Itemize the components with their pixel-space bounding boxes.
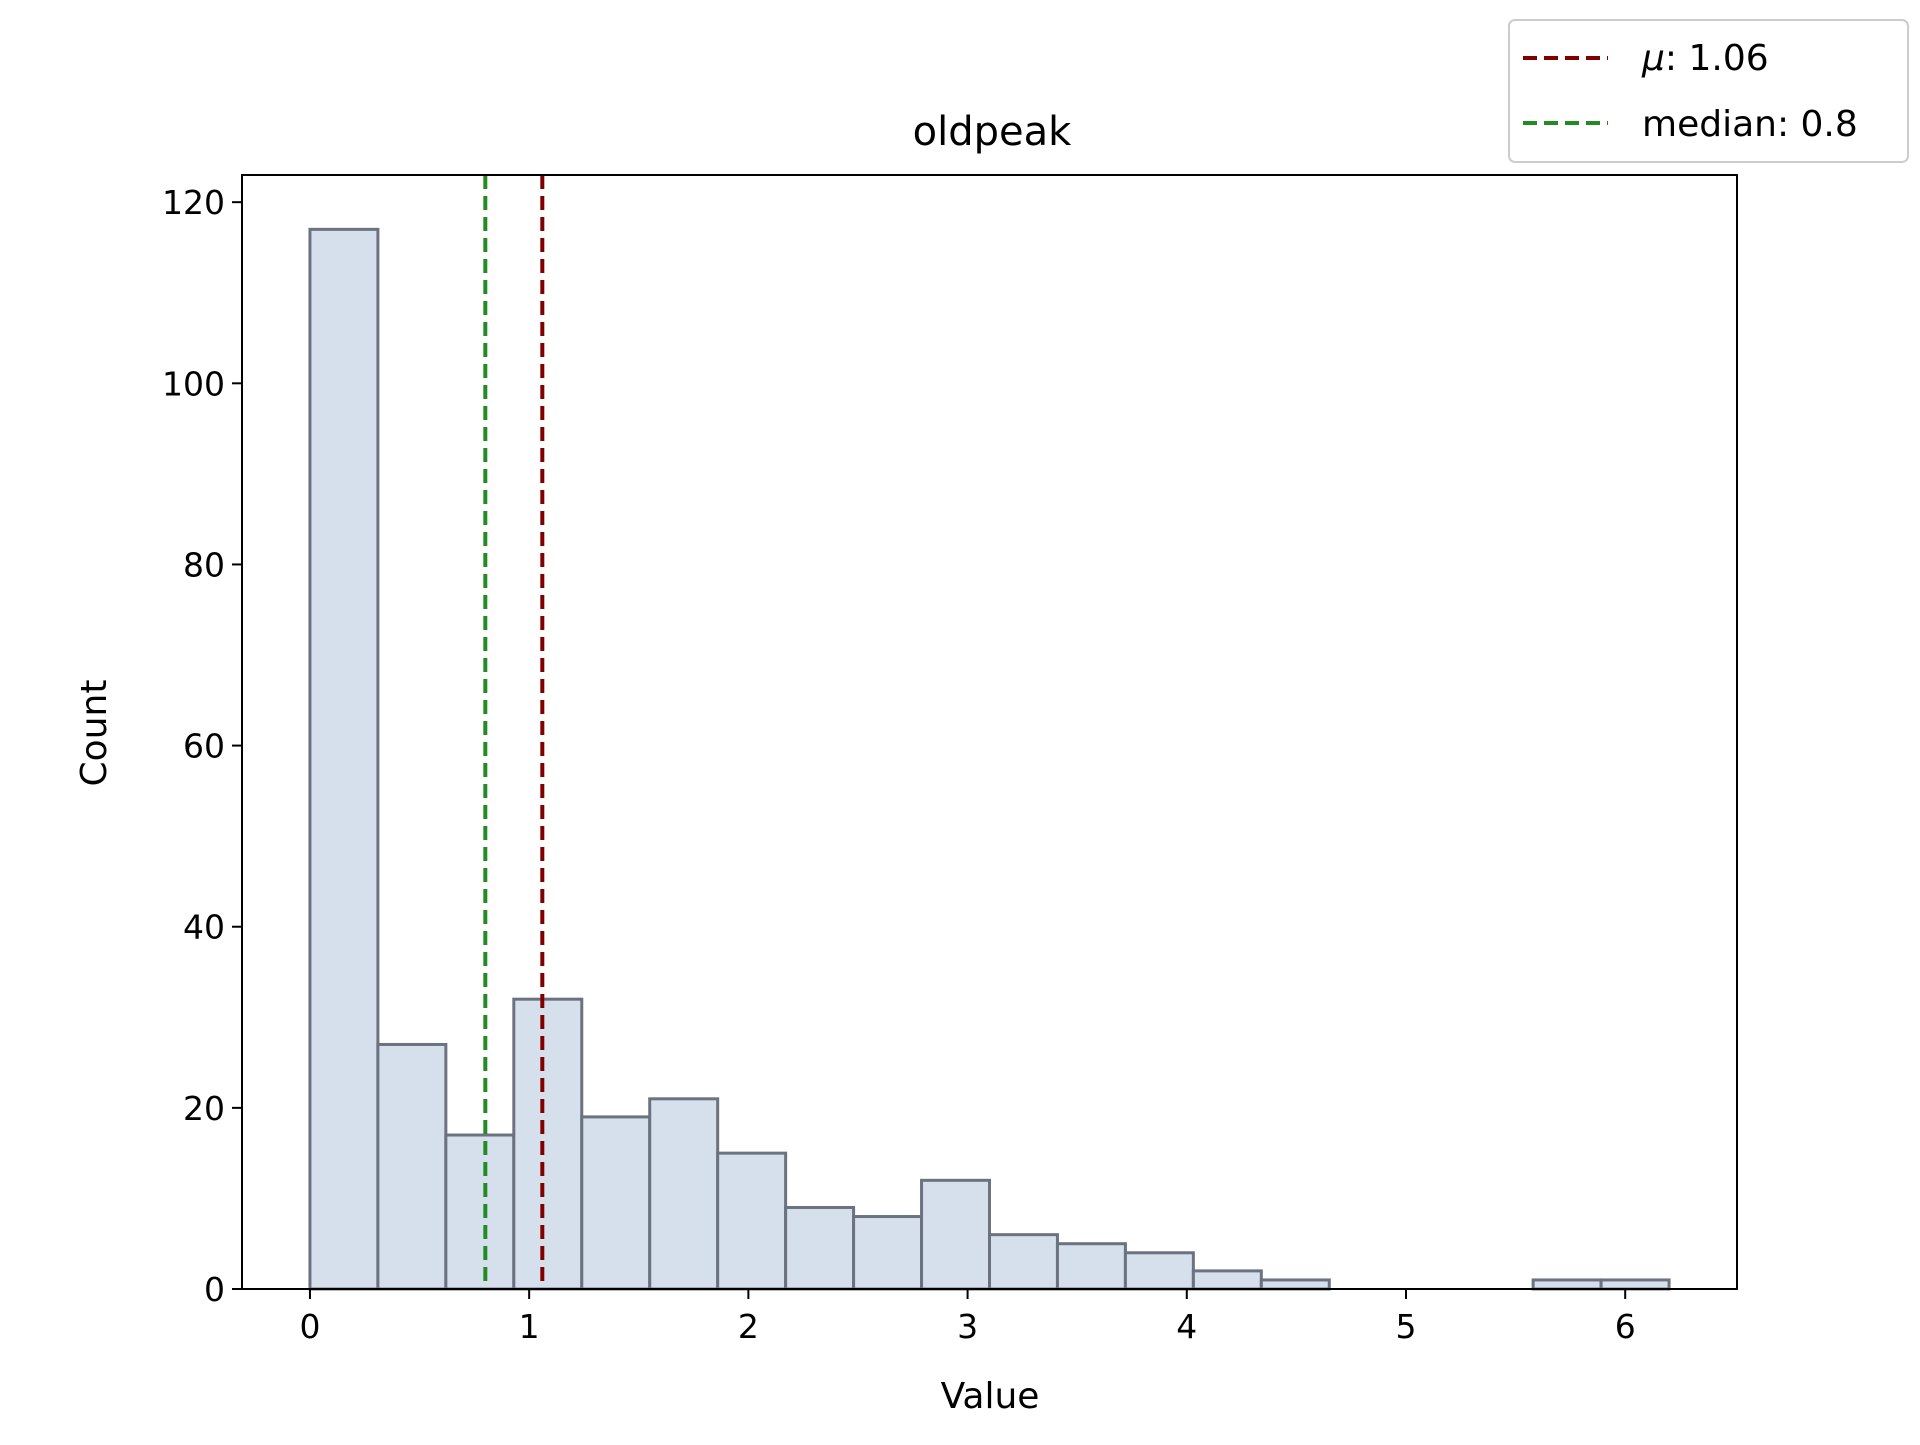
histogram-bar-2 <box>444 1133 516 1291</box>
x-tick-label-2: 2 <box>738 1307 759 1346</box>
x-tick-label-4: 4 <box>1176 1307 1197 1346</box>
legend-frame <box>1508 19 1909 163</box>
y-tick-label-40: 40 <box>183 908 225 947</box>
x-tick-label-1: 1 <box>519 1307 540 1346</box>
histogram-bar-14 <box>1259 1278 1331 1291</box>
histogram-bar-0 <box>308 227 380 1291</box>
histogram-bar-6 <box>716 1151 788 1291</box>
histogram-bar-11 <box>1055 1242 1127 1291</box>
reference-lines-layer <box>483 175 545 1289</box>
y-tick-label-120: 120 <box>162 183 225 222</box>
histogram-bar-7 <box>784 1205 856 1291</box>
histogram-bar-18 <box>1531 1278 1603 1291</box>
legend-label-median: median: 0.8 <box>1642 104 1858 145</box>
histogram-bar-12 <box>1123 1251 1195 1291</box>
plot-frame <box>241 174 1738 1290</box>
bars-layer <box>308 227 1671 1291</box>
legend-label-mean: μ: 1.06 <box>1641 38 1769 79</box>
histogram-bar-5 <box>648 1097 720 1291</box>
histogram-bar-8 <box>852 1215 924 1291</box>
x-tick-label-6: 6 <box>1615 1307 1636 1346</box>
x-tick-label-3: 3 <box>957 1307 978 1346</box>
histogram-bar-10 <box>988 1233 1059 1291</box>
chart-title: oldpeak <box>913 109 1072 155</box>
histogram-bar-13 <box>1191 1269 1263 1291</box>
x-tick-label-5: 5 <box>1395 1307 1416 1346</box>
y-tick-label-0: 0 <box>204 1270 225 1309</box>
x-axis-ticks: 0 1 2 3 4 5 6 <box>299 1289 1636 1346</box>
y-tick-label-20: 20 <box>183 1089 225 1128</box>
x-tick-label-0: 0 <box>299 1307 320 1346</box>
y-axis-ticks: 0 20 40 60 80 100 120 <box>162 183 242 1309</box>
x-axis-label: Value <box>941 1376 1040 1417</box>
histogram-bar-3 <box>512 997 584 1291</box>
legend-mean-symbol: μ <box>1641 38 1665 79</box>
y-axis-label: Count <box>74 680 115 787</box>
histogram-bar-1 <box>376 1042 448 1291</box>
legend: μ: 1.06 median: 0.8 <box>1508 19 1909 163</box>
histogram-bar-4 <box>580 1115 652 1291</box>
histogram-bar-19 <box>1599 1278 1671 1291</box>
y-tick-label-60: 60 <box>183 727 225 766</box>
y-tick-label-80: 80 <box>183 545 225 584</box>
y-tick-label-100: 100 <box>162 364 225 403</box>
legend-mean-text: : 1.06 <box>1665 38 1769 79</box>
histogram-bar-9 <box>920 1178 992 1291</box>
